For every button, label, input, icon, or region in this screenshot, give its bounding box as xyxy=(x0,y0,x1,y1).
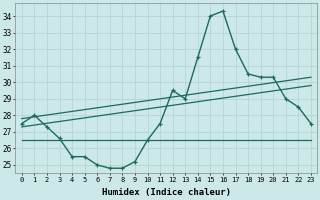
X-axis label: Humidex (Indice chaleur): Humidex (Indice chaleur) xyxy=(102,188,231,197)
